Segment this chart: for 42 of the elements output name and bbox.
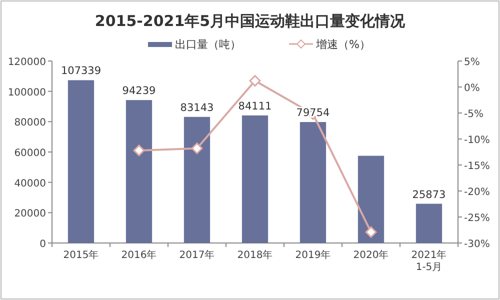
y2-tick-label: -25%	[464, 213, 490, 224]
y2-tick-label: 0%	[464, 83, 480, 94]
y-tick-label: 120000	[8, 57, 46, 68]
bar	[358, 156, 384, 243]
y2-tick-label: 5%	[464, 57, 480, 68]
bar	[126, 100, 152, 243]
legend-label: 出口量（吨）	[175, 38, 241, 51]
bar	[242, 115, 268, 243]
y-tick-label: 0	[40, 239, 46, 250]
x-tick-label: 2020年	[353, 249, 389, 261]
data-label: 83143	[180, 102, 214, 114]
y-tick-label: 20000	[14, 208, 46, 220]
y-tick-label: 60000	[14, 148, 46, 159]
point	[133, 144, 145, 156]
x-tick-label: 2016年	[121, 249, 157, 261]
x-tick-label: 2015年	[63, 249, 99, 261]
legend-label: 增速（%）	[315, 38, 370, 51]
y-tick-label: 80000	[14, 118, 46, 129]
x-tick-label: 2021年1-5月	[411, 249, 447, 273]
y-tick-label: 100000	[8, 87, 46, 98]
y2-tick-label: -20%	[464, 187, 490, 198]
bar	[416, 204, 442, 243]
data-label: 107339	[60, 65, 102, 78]
y2-tick-label: -10%	[464, 135, 490, 146]
data-label: 94239	[122, 85, 156, 98]
data-label: 84111	[238, 100, 272, 112]
point	[191, 142, 203, 154]
y-tick-label: 40000	[14, 178, 46, 190]
bar	[184, 116, 210, 243]
y2-tick-label: -5%	[464, 109, 484, 120]
point	[249, 75, 261, 87]
y2-tick-label: -15%	[464, 161, 490, 172]
data-label: 25873	[412, 188, 446, 201]
y2-tick-label: -30%	[464, 239, 490, 250]
bar	[300, 122, 326, 243]
bar	[68, 80, 94, 243]
x-tick-label: 2018年	[237, 249, 273, 261]
data-label: 79754	[296, 107, 330, 120]
x-tick-label: 2019年	[295, 249, 331, 261]
point	[365, 226, 377, 238]
chart-title: 2015-2021年5月中国运动鞋出口量变化情况	[94, 12, 406, 30]
x-tick-label: 2017年	[179, 249, 215, 261]
